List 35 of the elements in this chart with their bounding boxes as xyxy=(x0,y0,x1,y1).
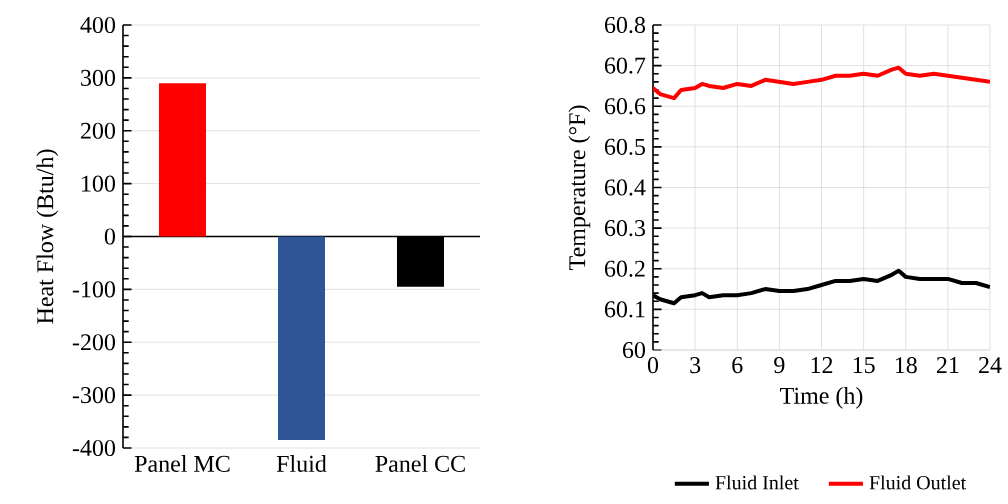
x-tick-label: 0 xyxy=(647,357,659,374)
y-tick-label: -200 xyxy=(72,334,116,351)
legend-label: Fluid Outlet xyxy=(869,475,967,490)
x-tick-label: 18 xyxy=(895,357,917,374)
x-tick-label: Panel MC xyxy=(134,455,230,472)
x-tick-label: 3 xyxy=(690,357,701,374)
x-tick-label: 6 xyxy=(732,357,743,374)
y-tick-label: 200 xyxy=(81,122,116,139)
y-tick-label: -400 xyxy=(72,439,116,457)
legend-label: Fluid Inlet xyxy=(715,475,799,490)
y-tick-label: 60.2 xyxy=(604,260,645,277)
x-tick-label: 24 xyxy=(979,357,1002,373)
y-tick-label: -300 xyxy=(72,387,116,404)
x-tick-label: 21 xyxy=(936,357,959,373)
y-axis-title: Temperature (°F) xyxy=(568,105,591,270)
y-tick-label: 100 xyxy=(82,175,116,192)
y-tick-label: 60.7 xyxy=(604,57,646,74)
y-tick-label: 400 xyxy=(80,16,116,34)
y-tick-label: 300 xyxy=(81,69,116,86)
x-tick-label: Fluid xyxy=(276,455,327,472)
x-axis-title: Time (h) xyxy=(780,386,863,409)
y-tick-label: 60.1 xyxy=(604,301,645,318)
y-tick-label: 60.5 xyxy=(604,138,646,156)
y-tick-label: -100 xyxy=(72,281,116,298)
x-tick-label: Panel CC xyxy=(375,455,465,472)
y-tick-label: 60.6 xyxy=(604,98,646,115)
y-tick-label: 60.8 xyxy=(604,16,646,34)
x-tick-label: 12 xyxy=(811,357,833,373)
y-tick-label: 60 xyxy=(622,341,646,359)
y-tick-label: 0 xyxy=(104,228,116,245)
x-tick-label: 15 xyxy=(853,357,875,374)
y-axis-title: Heat Flow (Btu/h) xyxy=(36,149,59,324)
y-tick-label: 60.4 xyxy=(604,179,646,196)
x-tick-label: 9 xyxy=(774,357,785,374)
y-tick-label: 60.3 xyxy=(604,219,646,237)
